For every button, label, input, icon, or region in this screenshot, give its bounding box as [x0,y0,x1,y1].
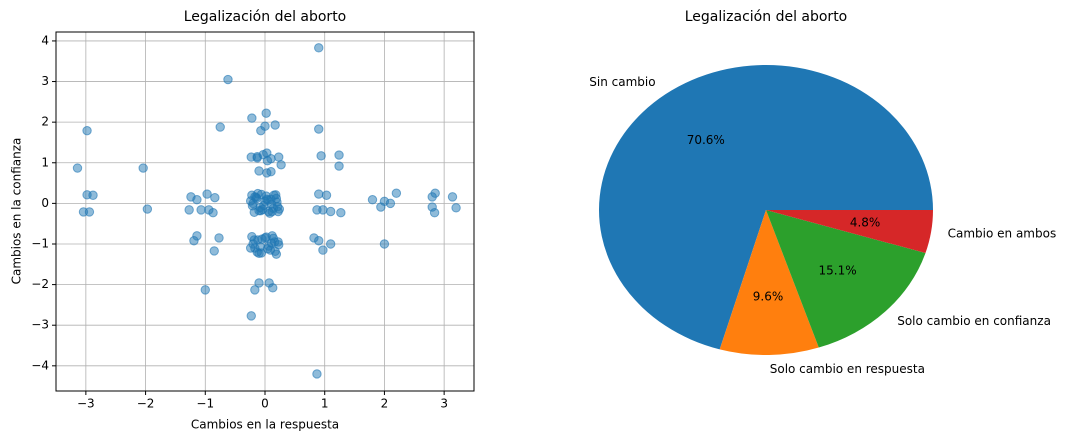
point [250,285,260,295]
plot-frame [55,31,475,392]
slice-value-label: 4.8% [850,216,881,230]
point [268,283,278,293]
point [379,239,390,249]
point [84,207,95,217]
y-axis-label: Cambios en la confianza [10,138,24,285]
slice-label: Solo cambio en confianza [897,314,1051,328]
point [249,235,259,245]
point [254,248,264,259]
point [261,108,271,118]
point [316,151,326,161]
point [196,205,206,215]
pie-slice [719,210,819,355]
x-axis-label: Cambios en la respuesta [191,418,339,432]
point [245,243,256,253]
point [246,311,256,321]
point [210,192,220,203]
slice-label: Solo cambio en respuesta [770,362,925,376]
point [276,160,286,170]
point [142,204,153,214]
point [254,278,264,288]
y-tick-label: 2 [41,115,49,129]
point [314,43,324,53]
y-tick-label: −1 [31,236,49,250]
point [189,236,199,246]
x-tick-label: 0 [261,397,269,411]
point [223,74,233,85]
point [88,190,98,200]
point [312,369,322,379]
point [184,205,194,215]
point [391,188,402,198]
x-tick-label: −3 [77,397,95,411]
point [314,189,324,199]
point [451,203,461,213]
point [266,167,276,177]
point [260,121,270,131]
point [367,195,378,205]
point [214,233,224,243]
point [209,246,219,256]
slice-value-label: 70.6% [687,133,725,147]
point [334,150,344,160]
point [252,151,262,162]
pie-slice [766,210,933,254]
pie-slice [599,64,933,350]
point [245,196,256,206]
x-tick-label: 3 [440,397,448,411]
y-tick-label: −4 [31,358,49,372]
x-tick-label: 2 [381,397,389,411]
point [334,161,344,171]
slice-label: Sin cambio [589,75,655,89]
point [321,190,332,200]
y-tick-label: 0 [41,196,49,210]
point [447,192,458,202]
point [72,163,83,173]
point [256,205,266,216]
x-tick-label: −1 [196,397,214,411]
point [200,285,210,295]
point [208,208,218,218]
point [325,206,336,217]
point [265,245,276,255]
y-tick-label: −2 [31,277,49,291]
point [254,166,264,176]
point [325,239,336,249]
slice-value-label: 9.6% [753,289,784,303]
slice-value-label: 15.1% [819,263,857,277]
point [270,120,280,130]
y-tick-label: 1 [41,155,49,169]
x-tick-label: −2 [137,397,155,411]
pie-title: Legalización del aborto [685,9,848,25]
y-tick-label: 3 [41,74,49,88]
pie-slice [766,210,926,348]
point [274,240,284,250]
point [192,195,202,205]
point [314,236,324,246]
point [385,198,396,209]
y-tick-label: 4 [41,33,49,47]
x-tick-label: 1 [321,397,329,411]
point [430,188,440,198]
scatter-title: Legalización del aborto [184,9,347,25]
point [318,245,328,255]
point [202,189,212,199]
point [268,233,279,244]
point [274,152,284,162]
point [336,208,346,218]
point [314,124,324,134]
point [318,205,328,215]
point [262,156,273,166]
y-tick-label: −3 [31,318,49,332]
slice-label: Cambio en ambos [948,226,1057,240]
point [429,208,440,218]
point [274,204,285,214]
point [215,122,225,132]
point [82,125,92,136]
point [138,163,148,173]
point [247,113,257,123]
